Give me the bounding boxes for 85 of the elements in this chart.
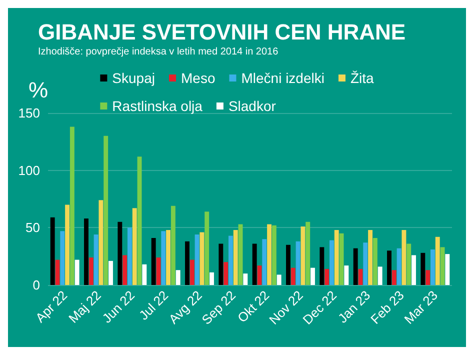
bar xyxy=(88,257,94,285)
legend-label: Meso xyxy=(180,70,216,86)
legend-label: Rastlinska olja xyxy=(112,98,203,114)
bar xyxy=(267,224,272,285)
bar xyxy=(132,208,137,285)
y-axis-title: % xyxy=(28,78,48,102)
bar xyxy=(286,244,290,285)
bar xyxy=(402,230,406,285)
bar xyxy=(262,239,267,285)
bar xyxy=(142,264,147,285)
bar xyxy=(176,270,180,285)
x-tick-label: Jul 22 xyxy=(136,288,172,323)
bar xyxy=(272,225,276,285)
bar xyxy=(204,212,210,285)
bar xyxy=(368,230,373,285)
y-tick-label: 50 xyxy=(26,220,40,236)
bar xyxy=(70,126,74,285)
bar xyxy=(190,260,194,285)
y-tick-label: 150 xyxy=(18,106,40,120)
bar xyxy=(218,244,224,285)
bar xyxy=(276,274,282,285)
bar xyxy=(74,260,80,285)
bar xyxy=(233,230,238,285)
bar xyxy=(238,224,243,285)
chart-title: GIBANJE SVETOVNIH CEN HRANE xyxy=(38,20,406,44)
legend-label: Mlečni izdelki xyxy=(241,70,324,86)
bar xyxy=(396,248,402,285)
bar xyxy=(363,242,368,285)
bar xyxy=(334,230,339,285)
bar xyxy=(98,200,104,285)
bar xyxy=(65,204,70,285)
bar xyxy=(156,257,161,285)
bar xyxy=(84,218,88,285)
bar xyxy=(310,268,315,285)
legend-label: Skupaj xyxy=(112,70,155,86)
bar xyxy=(392,270,396,285)
bar xyxy=(412,255,416,285)
bar xyxy=(353,248,358,285)
bar xyxy=(127,228,132,285)
bar xyxy=(358,268,363,285)
bar xyxy=(445,254,450,285)
chart-subtitle: Izhodišče: povprečje indeksa v letih med 2014 in 2016 xyxy=(38,46,279,58)
bar xyxy=(290,268,296,285)
bar xyxy=(324,268,330,285)
bar xyxy=(339,233,344,285)
bar xyxy=(122,255,128,285)
legend-label: Žita xyxy=(350,70,374,86)
bar xyxy=(224,262,228,285)
bar xyxy=(329,240,334,285)
bar xyxy=(137,156,142,285)
bar xyxy=(306,222,310,285)
bar xyxy=(320,247,324,285)
bar xyxy=(50,217,55,285)
bar xyxy=(372,238,378,285)
bar xyxy=(60,231,65,285)
bar xyxy=(108,260,113,285)
bar xyxy=(420,252,426,285)
bar xyxy=(194,234,200,285)
bar xyxy=(104,136,108,285)
bar xyxy=(430,249,435,285)
bar xyxy=(118,222,122,285)
legend-label: Sladkor xyxy=(228,98,276,114)
bar xyxy=(161,231,166,285)
bar xyxy=(185,241,190,285)
bar xyxy=(296,241,300,285)
bar xyxy=(200,232,204,285)
bar xyxy=(243,274,248,285)
bar xyxy=(151,238,156,285)
bar xyxy=(166,230,171,285)
bar xyxy=(387,250,392,285)
bar xyxy=(426,270,430,285)
bar xyxy=(435,236,440,285)
bar xyxy=(228,236,233,285)
bar xyxy=(210,272,214,285)
bar xyxy=(378,266,382,285)
bar xyxy=(344,266,349,285)
y-tick-label: 0 xyxy=(32,278,40,292)
bar xyxy=(170,206,176,285)
bar xyxy=(440,247,445,285)
bar xyxy=(300,226,306,285)
bar xyxy=(94,234,98,285)
bar xyxy=(252,244,257,285)
bar xyxy=(257,266,262,285)
bar xyxy=(406,244,412,285)
y-tick-label: 100 xyxy=(18,162,40,178)
